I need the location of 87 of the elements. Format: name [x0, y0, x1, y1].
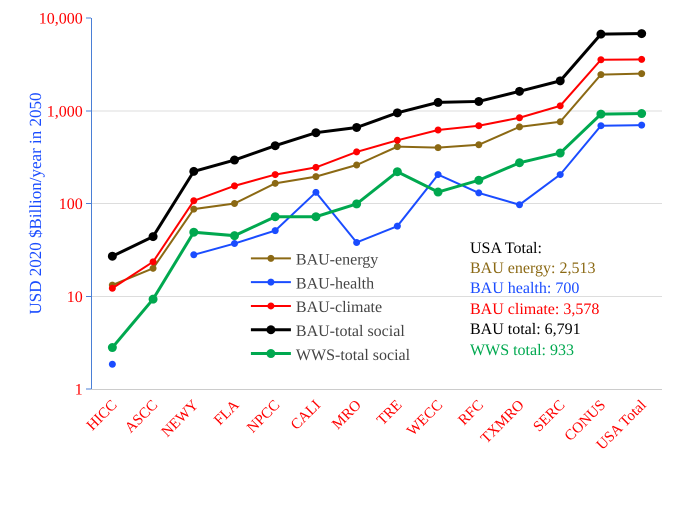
- point: [638, 122, 646, 129]
- point: [434, 126, 442, 134]
- y-tick-label: 10,000: [38, 10, 83, 28]
- point: [556, 102, 564, 110]
- annotation: BAU climate: 3,578: [470, 301, 600, 318]
- point: [190, 206, 198, 213]
- point: [596, 30, 606, 39]
- legend-label: BAU-climate: [296, 299, 382, 316]
- point: [148, 232, 158, 242]
- point: [434, 98, 443, 107]
- point: [108, 252, 117, 261]
- y-tick-label: 1,000: [46, 103, 83, 120]
- point: [231, 240, 238, 248]
- point: [556, 171, 564, 178]
- point: [475, 189, 482, 196]
- point: [597, 56, 604, 64]
- point: [148, 294, 158, 304]
- point: [108, 343, 117, 352]
- point: [556, 148, 565, 158]
- point: [516, 114, 523, 122]
- point: [312, 173, 320, 180]
- point: [270, 212, 280, 222]
- point: [272, 227, 279, 234]
- point: [597, 122, 604, 130]
- point: [272, 180, 279, 187]
- point: [189, 166, 198, 176]
- point: [230, 156, 239, 165]
- x-tick-label: TRE: [374, 397, 406, 429]
- point: [394, 222, 401, 230]
- point: [353, 238, 360, 246]
- point: [353, 148, 360, 156]
- point: [474, 176, 484, 185]
- annotation: BAU total: 6,791: [470, 321, 581, 338]
- legend-label: BAU-health: [296, 275, 374, 292]
- y-tick-label: 1: [74, 382, 83, 399]
- point: [352, 122, 362, 132]
- point: [597, 71, 604, 78]
- point: [190, 251, 198, 258]
- point: [312, 188, 320, 196]
- annotation: BAU energy: 2,513: [470, 260, 596, 277]
- point: [150, 264, 157, 272]
- point: [434, 188, 443, 197]
- point: [516, 201, 523, 208]
- point: [353, 162, 360, 169]
- point: [637, 109, 646, 118]
- point: [150, 258, 157, 266]
- point: [638, 70, 646, 78]
- point: [311, 128, 320, 138]
- point: [231, 200, 238, 207]
- legend-label: WWS-total social: [296, 346, 411, 364]
- point: [392, 108, 402, 118]
- point: [516, 123, 523, 130]
- legend-label: BAU-energy: [296, 252, 378, 269]
- y-tick-label: 100: [58, 196, 83, 214]
- point: [108, 360, 116, 368]
- point: [515, 158, 524, 168]
- legend-label: BAU-total social: [296, 322, 406, 340]
- annotation: WWS total: 933: [470, 342, 574, 359]
- point: [474, 96, 484, 106]
- point: [311, 212, 320, 222]
- point: [637, 29, 646, 38]
- y-axis-title: USD 2020 $Billion/year in 2050: [26, 92, 45, 314]
- point: [434, 171, 442, 178]
- point: [394, 143, 401, 150]
- point: [556, 118, 564, 126]
- point: [190, 197, 198, 204]
- point: [352, 199, 362, 208]
- point: [270, 141, 280, 150]
- point: [596, 110, 606, 119]
- annotation: USA Total:: [470, 240, 542, 257]
- point: [515, 86, 524, 96]
- point: [392, 167, 402, 176]
- point: [230, 231, 239, 240]
- point: [394, 136, 401, 144]
- point: [231, 182, 238, 190]
- point: [272, 171, 279, 178]
- point: [638, 56, 646, 63]
- y-tick-label: 10: [66, 288, 83, 306]
- point: [189, 228, 198, 237]
- point: [108, 284, 116, 292]
- point: [475, 122, 482, 130]
- annotation: BAU health: 700: [470, 280, 580, 297]
- point: [434, 144, 442, 152]
- point: [556, 76, 565, 86]
- point: [475, 141, 482, 148]
- point: [312, 164, 320, 171]
- x-tick-label: FLA: [211, 397, 243, 429]
